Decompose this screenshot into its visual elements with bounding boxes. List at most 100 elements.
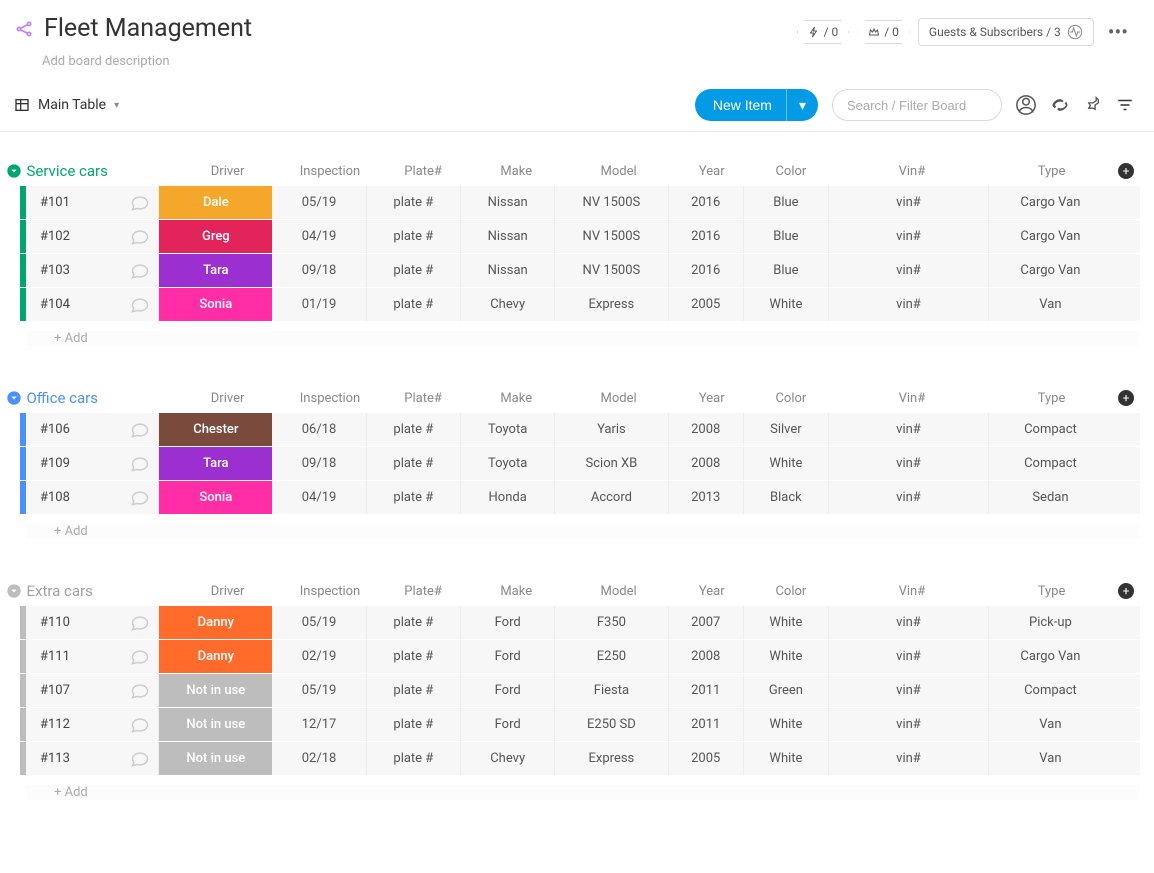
cell-model[interactable]: Yaris bbox=[555, 413, 668, 446]
table-row[interactable]: #110 Danny 05/19 plate # Ford F350 2007 … bbox=[4, 606, 1140, 639]
group-name[interactable]: Service cars bbox=[24, 162, 171, 180]
driver-chip[interactable]: Tara bbox=[159, 447, 272, 480]
cell-vin[interactable]: vin# bbox=[829, 288, 989, 321]
chat-icon[interactable] bbox=[130, 227, 150, 247]
cell-model[interactable]: Fiesta bbox=[555, 674, 668, 707]
col-type[interactable]: Type bbox=[991, 164, 1112, 179]
cell-year[interactable]: 2011 bbox=[669, 674, 744, 707]
chat-icon[interactable] bbox=[130, 681, 150, 701]
cell-color[interactable]: White bbox=[744, 640, 829, 673]
chat-icon[interactable] bbox=[130, 454, 150, 474]
cell-type[interactable]: Cargo Van bbox=[989, 254, 1112, 287]
cell-model[interactable]: Scion XB bbox=[555, 447, 668, 480]
cell-vin[interactable]: vin# bbox=[829, 413, 989, 446]
cell-plate[interactable]: plate # bbox=[367, 413, 461, 446]
cell-type[interactable]: Compact bbox=[989, 447, 1112, 480]
cell-vin[interactable]: vin# bbox=[829, 254, 989, 287]
guests-subscribers-button[interactable]: Guests & Subscribers / 3 bbox=[918, 18, 1094, 46]
cell-color[interactable]: Green bbox=[744, 674, 829, 707]
col-driver[interactable]: Driver bbox=[172, 164, 284, 179]
cell-year[interactable]: 2011 bbox=[669, 708, 744, 741]
cell-plate[interactable]: plate # bbox=[367, 606, 461, 639]
cell-type[interactable]: Van bbox=[989, 708, 1112, 741]
cell-year[interactable]: 2016 bbox=[669, 186, 744, 219]
col-year[interactable]: Year bbox=[674, 391, 748, 406]
table-row[interactable]: #104 Sonia 01/19 plate # Chevy Express 2… bbox=[4, 288, 1140, 321]
cell-inspection[interactable]: 05/19 bbox=[272, 606, 366, 639]
cell-color[interactable]: White bbox=[744, 708, 829, 741]
driver-chip[interactable]: Dale bbox=[159, 186, 272, 219]
cell-year[interactable]: 2016 bbox=[669, 254, 744, 287]
row-id-cell[interactable]: #106 bbox=[26, 413, 159, 446]
cell-vin[interactable]: vin# bbox=[829, 640, 989, 673]
chat-icon[interactable] bbox=[130, 715, 150, 735]
col-driver[interactable]: Driver bbox=[172, 584, 284, 599]
col-year[interactable]: Year bbox=[674, 584, 748, 599]
row-id-cell[interactable]: #101 bbox=[26, 186, 159, 219]
cell-plate[interactable]: plate # bbox=[367, 254, 461, 287]
col-make[interactable]: Make bbox=[470, 584, 563, 599]
cell-type[interactable]: Van bbox=[989, 288, 1112, 321]
cell-inspection[interactable]: 09/18 bbox=[272, 447, 366, 480]
main-table-tab[interactable]: Main Table ▾ bbox=[14, 97, 119, 113]
person-icon[interactable] bbox=[1016, 95, 1036, 115]
add-row[interactable]: + Add bbox=[4, 515, 1140, 548]
driver-chip[interactable]: Not in use bbox=[159, 674, 272, 707]
table-row[interactable]: #103 Tara 09/18 plate # Nissan NV 1500S … bbox=[4, 254, 1140, 287]
table-row[interactable]: #111 Danny 02/19 plate # Ford E250 2008 … bbox=[4, 640, 1140, 673]
cell-type[interactable]: Pick-up bbox=[989, 606, 1112, 639]
cell-plate[interactable]: plate # bbox=[367, 708, 461, 741]
cell-make[interactable]: Ford bbox=[461, 640, 555, 673]
cell-inspection[interactable]: 04/19 bbox=[272, 220, 366, 253]
col-vin[interactable]: Vin# bbox=[833, 164, 991, 179]
cell-vin[interactable]: vin# bbox=[829, 674, 989, 707]
col-model[interactable]: Model bbox=[563, 164, 675, 179]
col-vin[interactable]: Vin# bbox=[833, 584, 991, 599]
row-id-cell[interactable]: #107 bbox=[26, 674, 159, 707]
col-vin[interactable]: Vin# bbox=[833, 391, 991, 406]
cell-make[interactable]: Chevy bbox=[461, 742, 555, 775]
cell-inspection[interactable]: 06/18 bbox=[272, 413, 366, 446]
cell-inspection[interactable]: 02/19 bbox=[272, 640, 366, 673]
share-icon[interactable] bbox=[14, 19, 34, 39]
cell-make[interactable]: Chevy bbox=[461, 288, 555, 321]
chat-icon[interactable] bbox=[130, 613, 150, 633]
driver-chip[interactable]: Sonia bbox=[159, 481, 272, 514]
col-make[interactable]: Make bbox=[470, 164, 563, 179]
add-column-button[interactable]: + bbox=[1112, 163, 1140, 179]
col-make[interactable]: Make bbox=[470, 391, 563, 406]
add-column-button[interactable]: + bbox=[1112, 583, 1140, 599]
row-id-cell[interactable]: #102 bbox=[26, 220, 159, 253]
board-title[interactable]: Fleet Management bbox=[44, 14, 252, 43]
cell-year[interactable]: 2007 bbox=[669, 606, 744, 639]
cell-vin[interactable]: vin# bbox=[829, 742, 989, 775]
cell-year[interactable]: 2005 bbox=[669, 288, 744, 321]
cell-plate[interactable]: plate # bbox=[367, 447, 461, 480]
driver-chip[interactable]: Tara bbox=[159, 254, 272, 287]
search-input[interactable] bbox=[832, 89, 1002, 121]
driver-chip[interactable]: Sonia bbox=[159, 288, 272, 321]
cell-type[interactable]: Sedan bbox=[989, 481, 1112, 514]
cell-model[interactable]: NV 1500S bbox=[555, 254, 668, 287]
cell-type[interactable]: Cargo Van bbox=[989, 186, 1112, 219]
col-year[interactable]: Year bbox=[674, 164, 748, 179]
group-name[interactable]: Extra cars bbox=[24, 582, 171, 600]
cell-model[interactable]: Express bbox=[555, 742, 668, 775]
col-model[interactable]: Model bbox=[563, 584, 675, 599]
cell-year[interactable]: 2013 bbox=[669, 481, 744, 514]
add-row[interactable]: + Add bbox=[4, 776, 1140, 809]
more-menu-icon[interactable]: ••• bbox=[1102, 20, 1134, 44]
eye-hidden-icon[interactable] bbox=[1050, 95, 1070, 115]
cell-color[interactable]: Blue bbox=[744, 220, 829, 253]
driver-chip[interactable]: Danny bbox=[159, 640, 272, 673]
chat-icon[interactable] bbox=[130, 647, 150, 667]
cell-plate[interactable]: plate # bbox=[367, 288, 461, 321]
cell-model[interactable]: E250 SD bbox=[555, 708, 668, 741]
cell-inspection[interactable]: 12/17 bbox=[272, 708, 366, 741]
chat-icon[interactable] bbox=[130, 420, 150, 440]
cell-model[interactable]: F350 bbox=[555, 606, 668, 639]
col-color[interactable]: Color bbox=[749, 584, 833, 599]
collapse-toggle[interactable] bbox=[4, 163, 24, 179]
cell-make[interactable]: Toyota bbox=[461, 447, 555, 480]
col-type[interactable]: Type bbox=[991, 391, 1112, 406]
